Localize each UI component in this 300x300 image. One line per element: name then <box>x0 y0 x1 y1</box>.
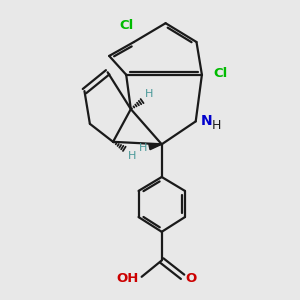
Text: H: H <box>145 89 154 99</box>
Polygon shape <box>149 144 162 150</box>
Text: Cl: Cl <box>213 67 228 80</box>
Text: H: H <box>139 143 147 153</box>
Text: H: H <box>128 151 136 161</box>
Text: Cl: Cl <box>119 19 134 32</box>
Text: OH: OH <box>116 272 138 285</box>
Text: H: H <box>212 119 221 132</box>
Text: N: N <box>201 114 212 128</box>
Text: O: O <box>186 272 197 285</box>
